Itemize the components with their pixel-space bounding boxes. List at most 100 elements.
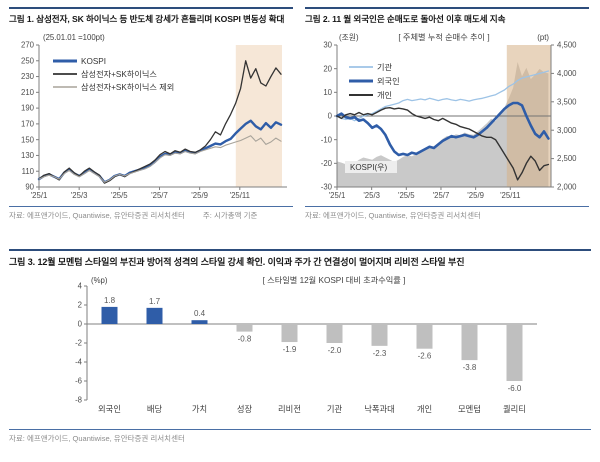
y-tick-label: 110 [22, 167, 35, 176]
legend-label-ex-samsung-sk: 삼성전자+SK하이닉스 제외 [81, 82, 174, 92]
chart-center-label: [ 스타일별 12월 KOSPI 대비 초과수익률 ] [263, 275, 406, 285]
y-tick-label: 4 [78, 282, 83, 291]
bar-category-value: 가치 [192, 404, 207, 414]
legend-label-kospi: KOSPI [81, 57, 106, 66]
bar-category-individuals: 개인 [417, 404, 432, 414]
bar-category-revision: 리비전 [278, 404, 301, 414]
left-unit-label: (조원) [339, 33, 359, 42]
figure-1: 그림 1. 삼성전자, SK 하이닉스 등 반도체 강세가 흔들리며 KOSPI… [9, 7, 293, 221]
bar-value-growth: -0.8 [238, 335, 252, 344]
legend-label-foreigners: 외국인 [377, 76, 400, 86]
bar-value [191, 320, 208, 324]
bar-value-oversold: -2.3 [373, 349, 387, 358]
investor-net-buying-chart: -30 -20 -10 0 10 20 30 2,000 2,500 3,000 3,500 4,00… [321, 32, 577, 200]
legend-label-samsung-sk: 삼성전자+SK하이닉스 [81, 69, 157, 79]
figure-1-source: 자료: 에프앤가이드, Quantiwise, 유안타증권 리서치센터 [9, 211, 185, 220]
bar-value-dividend: 1.7 [149, 297, 161, 306]
x-tick-label: '25/1 [329, 191, 346, 200]
x-tick-label: '25/3 [71, 191, 88, 200]
bar-value-quality: -6.0 [508, 384, 522, 393]
legend-label-individuals: 개인 [377, 90, 392, 100]
bar-oversold [371, 324, 388, 346]
bar-dividend [146, 307, 163, 324]
x-tick-label: '25/7 [433, 191, 450, 200]
x-tick-label: '25/11 [230, 191, 250, 200]
figure-2-source: 자료: 에프앤가이드, Quantiwise, 유안타증권 리서치센터 [305, 211, 481, 220]
bar-value-momentum: -3.8 [463, 363, 477, 372]
unit-label: (25.01.01 =100pt) [43, 33, 105, 42]
area-kospi-right [337, 62, 549, 187]
style-excess-return-chart: 4 2 0 -2 -4 -6 -8 1.8 외국인 1.7 배당 0.4 가치 -0.8 성장 -1.9 리비전… [75, 275, 537, 414]
bar-institutions [326, 324, 343, 343]
bar-revision [281, 324, 298, 343]
bar-foreigners [101, 306, 118, 324]
y-tick-label: -2 [75, 339, 82, 348]
figure-2: 그림 2. 11 월 외국인은 순매도로 돌아선 이후 매도세 지속 -30 -2… [305, 7, 589, 221]
y-tick-label: 0 [78, 320, 83, 329]
right-unit-label: (pt) [537, 33, 549, 42]
y-tick-label: -8 [75, 396, 82, 405]
y-tick-label: -30 [321, 183, 333, 192]
y-tick-label: 0 [328, 112, 333, 121]
research-report-page: 그림 1. 삼성전자, SK 하이닉스 등 반도체 강세가 흔들리며 KOSPI… [9, 7, 591, 444]
right-tick-label: 2,500 [557, 154, 577, 163]
y-tick-label: 90 [25, 183, 34, 192]
area-label-box [345, 161, 397, 173]
bar-growth [236, 324, 253, 332]
legend-label-institutions: 기관 [377, 62, 393, 72]
figure-3-source-row: 자료: 에프앤가이드, Quantiwise, 유안타증권 리서치센터 [9, 429, 591, 444]
bar-value-foreigners: 1.8 [104, 296, 116, 305]
x-tick-label: '25/3 [363, 191, 380, 200]
y-tick-label: 190 [21, 104, 35, 113]
bar-momentum [461, 324, 478, 361]
bar-value-individuals: -2.6 [418, 352, 432, 361]
y-tick-label: 270 [21, 41, 35, 50]
bar-category-dividend: 배당 [147, 404, 163, 414]
y-tick-label: 130 [21, 151, 35, 160]
bar-value-revision: -1.9 [283, 345, 297, 354]
y-tick-label: -10 [321, 135, 333, 144]
series-line-samsung-sk [38, 60, 282, 184]
x-tick-label: '25/1 [31, 191, 48, 200]
figure-1-source-row: 자료: 에프앤가이드, Quantiwise, 유안타증권 리서치센터 주: 시… [9, 206, 293, 221]
y-tick-label: -20 [321, 159, 333, 168]
bar-category-oversold: 낙폭과대 [364, 404, 395, 414]
figure-3: 그림 3. 12월 모멘텀 스타일의 부진과 방어적 성격의 스타일 강세 확인… [9, 249, 591, 444]
bar-value-institutions: -2.0 [328, 346, 342, 355]
right-tick-label: 3,000 [557, 126, 577, 135]
figure-1-note: 주: 시가총액 기준 [202, 211, 258, 220]
y-tick-label: -4 [75, 358, 83, 367]
figure-2-source-row: 자료: 에프앤가이드, Quantiwise, 유안타증권 리서치센터 [305, 206, 589, 221]
bar-value-value: 0.4 [194, 309, 206, 318]
bar-category-quality: 퀄리티 [503, 404, 526, 414]
bar-category-momentum: 모멘텀 [458, 404, 481, 414]
top-figure-row: 그림 1. 삼성전자, SK 하이닉스 등 반도체 강세가 흔들리며 KOSPI… [9, 7, 591, 221]
y-tick-label: 150 [21, 135, 35, 144]
chart-center-label: [ 주체별 누적 순매수 추이 ] [398, 32, 489, 42]
y-tick-label: 30 [323, 41, 332, 50]
y-tick-label: 210 [21, 88, 35, 97]
y-tick-label: 20 [323, 64, 332, 73]
bar-category-foreigners: 외국인 [98, 404, 121, 414]
x-tick-label: '25/5 [111, 191, 128, 200]
y-tick-label: 10 [323, 88, 332, 97]
x-tick-label: '25/9 [191, 191, 208, 200]
right-tick-label: 3,500 [557, 97, 577, 106]
x-tick-label: '25/11 [500, 191, 520, 200]
x-tick-label: '25/7 [151, 191, 168, 200]
y-tick-label: -6 [75, 377, 82, 386]
figure-3-title: 그림 3. 12월 모멘텀 스타일의 부진과 방어적 성격의 스타일 강세 확인… [9, 249, 591, 274]
kospi-relative-performance-chart: 90 110 130 150 170 190 210 230 250 270 '25/1 '25/3 '… [21, 33, 287, 200]
right-tick-label: 2,000 [557, 183, 577, 192]
figure-1-title: 그림 1. 삼성전자, SK 하이닉스 등 반도체 강세가 흔들리며 KOSPI… [9, 7, 293, 31]
figure-2-title: 그림 2. 11 월 외국인은 순매도로 돌아선 이후 매도세 지속 [305, 7, 589, 31]
bar-category-institutions: 기관 [327, 404, 343, 414]
series-line-individuals [336, 106, 550, 181]
series-line-ex-samsung-sk [38, 135, 282, 183]
bar-category-growth: 성장 [237, 404, 253, 414]
x-tick-label: '25/9 [467, 191, 484, 200]
y-tick-label: 250 [21, 56, 35, 65]
series-line-foreigners [335, 101, 550, 157]
y-tick-label: 2 [78, 301, 82, 310]
y-tick-label: 170 [21, 119, 35, 128]
